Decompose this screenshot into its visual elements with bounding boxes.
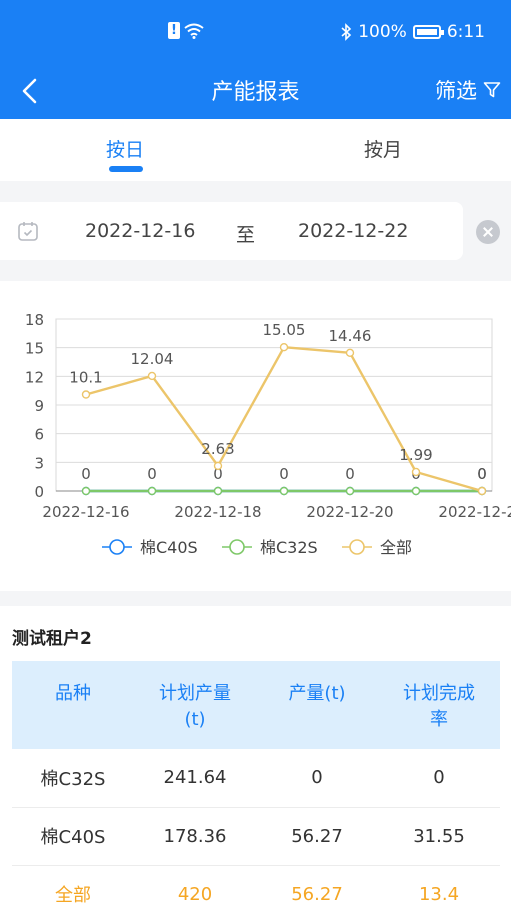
y-tick-label: 18: [25, 311, 44, 329]
x-tick-label: 2022-12-22: [438, 503, 511, 521]
data-point: [81, 390, 91, 399]
data-point: [147, 486, 157, 496]
cell-rate: 31.55: [378, 807, 500, 866]
data-point: [279, 342, 289, 352]
data-point: [213, 486, 223, 496]
alert-icon: !: [168, 22, 180, 39]
clear-date-button[interactable]: [476, 220, 500, 244]
start-date[interactable]: 2022-12-16: [85, 220, 196, 242]
status-bar: ! 100% 6:11: [0, 0, 511, 64]
y-tick-label: 15: [25, 340, 44, 358]
filter-button[interactable]: 筛选: [435, 75, 501, 105]
legend-label: 棉C32S: [260, 538, 318, 557]
data-label: 0: [279, 465, 289, 483]
header-output: 产量(t): [256, 661, 378, 749]
data-point: [345, 348, 355, 358]
cell-planned: 241.64: [134, 749, 256, 808]
data-label: 0: [213, 465, 223, 483]
y-tick-label: 9: [34, 397, 44, 415]
date-range-picker[interactable]: 2022-12-16 至 2022-12-22: [0, 202, 463, 260]
data-point: [147, 371, 157, 381]
total-variety: 全部: [12, 865, 134, 914]
legend-marker: [109, 539, 125, 555]
battery-percent: 100%: [358, 22, 407, 42]
battery-icon: [412, 25, 444, 39]
data-label: 0: [477, 465, 487, 483]
page-title: 产能报表: [211, 80, 300, 105]
cell-output: 56.27: [256, 807, 378, 866]
total-output: 56.27: [256, 865, 378, 914]
data-label: 14.46: [329, 327, 372, 345]
table-total-row: 全部 420 56.27 13.4: [12, 865, 500, 914]
data-point: [477, 486, 487, 496]
data-label: 12.04: [131, 350, 174, 368]
cell-variety: 棉C40S: [12, 807, 134, 866]
data-point: [279, 486, 289, 496]
back-arrow-icon[interactable]: [16, 74, 46, 108]
cell-planned: 178.36: [134, 807, 256, 866]
y-tick-label: 12: [25, 368, 44, 386]
table-card: 测试租户2 品种 计划产量 (t) 产量(t) 计划完成 率 棉C32S 241…: [0, 606, 511, 914]
data-label: 10.1: [69, 368, 102, 386]
production-table: 品种 计划产量 (t) 产量(t) 计划完成 率 棉C32S 241.64 0 …: [12, 661, 500, 914]
end-date[interactable]: 2022-12-22: [298, 220, 409, 242]
production-line-chart: 0 3 6 9 12 15 18 2022-12-16 2022-12-18 2022-12-20…: [25, 311, 511, 557]
bluetooth-icon: [341, 23, 352, 41]
tab-daily[interactable]: 按日: [106, 139, 145, 161]
y-tick-label: 0: [34, 483, 44, 501]
data-label: 1.99: [399, 446, 432, 464]
tab-bar: 按日 按月: [0, 119, 511, 181]
data-label: 0: [345, 465, 355, 483]
filter-icon: [483, 82, 501, 98]
x-tick-label: 2022-12-20: [306, 503, 393, 521]
nav-bar: 产能报表 筛选: [0, 64, 511, 119]
data-point: [411, 486, 421, 496]
tenant-name: 测试租户2: [12, 629, 92, 649]
wifi-icon: [184, 23, 204, 39]
total-planned: 420: [134, 865, 256, 914]
table-row: 棉C40S 178.36 56.27 31.55: [12, 807, 500, 866]
header-variety: 品种: [12, 661, 134, 749]
data-label: 0: [477, 465, 487, 483]
filter-label: 筛选: [435, 79, 477, 103]
y-tick-label: 6: [34, 426, 44, 444]
data-label: 0: [81, 465, 91, 483]
total-rate: 13.4: [378, 865, 500, 914]
data-label: 15.05: [263, 321, 306, 339]
cell-rate: 0: [378, 749, 500, 808]
legend-marker: [229, 539, 245, 555]
clock: 6:11: [446, 22, 485, 42]
tab-monthly[interactable]: 按月: [364, 139, 403, 161]
data-point: [345, 486, 355, 496]
table-header-row: 品种 计划产量 (t) 产量(t) 计划完成 率: [12, 661, 500, 749]
data-point: [213, 461, 223, 471]
legend-label: 棉C40S: [140, 538, 198, 557]
cell-variety: 棉C32S: [12, 749, 134, 808]
data-point: [411, 467, 421, 477]
header-completion-rate: 计划完成 率: [378, 661, 500, 749]
x-tick-label: 2022-12-16: [42, 503, 129, 521]
legend-label: 全部: [380, 538, 412, 557]
chart-card: 0 3 6 9 12 15 18 2022-12-16 2022-12-18 2022-12-20…: [0, 281, 511, 591]
active-tab-indicator: [109, 166, 143, 172]
legend-marker: [349, 539, 365, 555]
date-separator: 至: [236, 224, 256, 246]
y-tick-label: 3: [34, 454, 44, 472]
x-tick-label: 2022-12-18: [174, 503, 261, 521]
data-point: [81, 486, 91, 496]
data-label: 0: [147, 465, 157, 483]
header-planned-output: 计划产量 (t): [134, 661, 256, 749]
table-row: 棉C32S 241.64 0 0: [12, 749, 500, 808]
cell-output: 0: [256, 749, 378, 808]
data-label: 2.63: [201, 440, 234, 458]
calendar-icon: [18, 222, 38, 241]
